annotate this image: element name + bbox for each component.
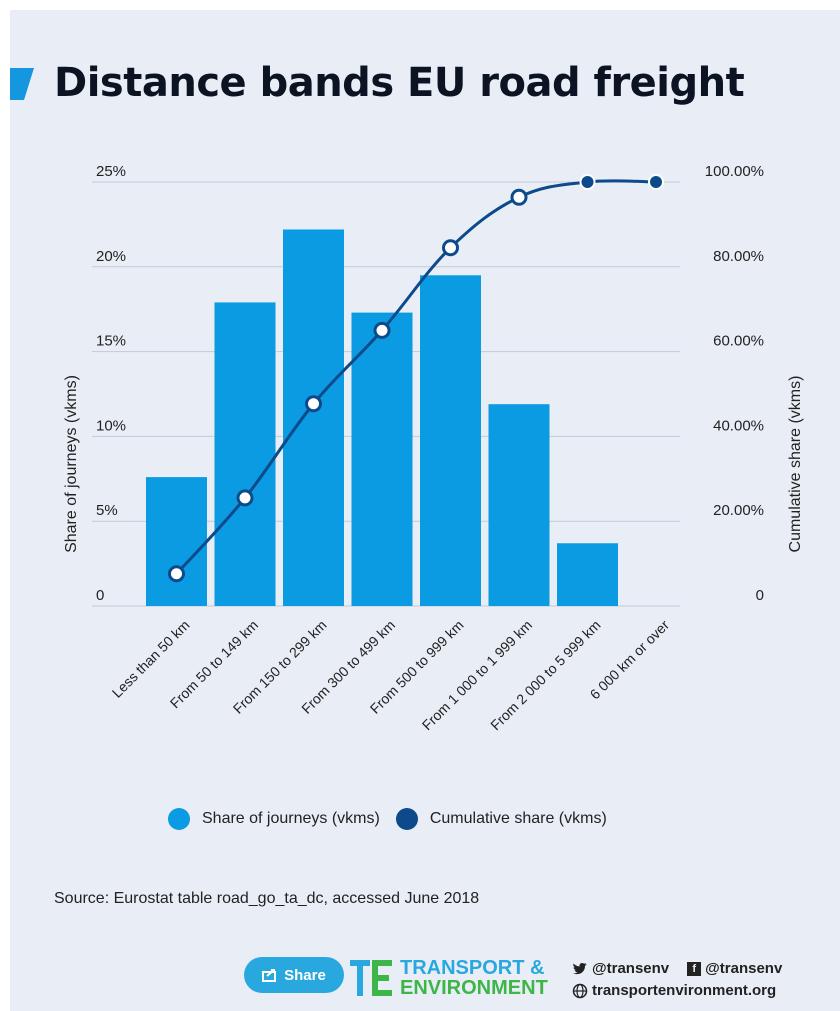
chart: 0 0 5% 20.00% 10% 40.00% 15% 60.00% 20% 80.00% 25%… (63, 163, 804, 734)
page-title: Distance bands EU road freight (54, 60, 745, 106)
bar (557, 543, 618, 606)
legend-swatch-share (168, 808, 190, 830)
legend-swatch-cumulative (395, 808, 418, 830)
y-axis-title: Share of journeys (vkms) (63, 375, 80, 553)
y2-axis-title: Cumulative share (vkms) (787, 376, 804, 553)
cumulative-point (168, 565, 185, 583)
brand-line-1: TRANSPORT & (400, 957, 545, 979)
bars (146, 229, 618, 606)
x-tick-label: From 1 000 to 1 999 km (419, 617, 535, 733)
brand-wordmark: TRANSPORT & ENVIRONMENT (400, 958, 548, 998)
cumulative-point (510, 188, 528, 206)
legend-label-cumulative: Cumulative share (vkms) (429, 810, 607, 827)
legend: Share of journeys (vkms) Cumulative shar… (168, 808, 623, 830)
facebook-handle[interactable]: @transenv (705, 960, 783, 977)
y-tick-label: 0 (96, 587, 104, 604)
y2-tick-label: 20.00% (713, 502, 764, 519)
source-note: Source: Eurostat table road_go_ta_dc, ac… (54, 890, 480, 907)
y2-tick-label: 80.00% (713, 248, 764, 265)
y-tick-label: 20% (96, 248, 126, 265)
y2-tick-label: 40.00% (713, 417, 764, 434)
bar (146, 477, 207, 606)
y2-tick-label: 60.00% (713, 333, 764, 350)
bar (351, 312, 413, 606)
axis-ticks: 0 0 5% 20.00% 10% 40.00% 15% 60.00% 20% 80.00% 25%… (96, 163, 764, 604)
cumulative-point (305, 395, 322, 413)
bar (488, 404, 550, 606)
y2-tick-label: 100.00% (705, 163, 764, 180)
cumulative-point (373, 321, 391, 339)
social-row-1: @transenv f @transenv (572, 958, 782, 980)
facebook-icon[interactable]: f (687, 962, 702, 976)
legend-item-cumulative: Cumulative share (vkms) (395, 808, 607, 830)
title-marker-icon (10, 68, 34, 100)
share-label: Share (284, 966, 326, 984)
y-tick-label: 15% (96, 333, 126, 350)
globe-icon (572, 983, 588, 999)
share-button[interactable]: Share (244, 957, 344, 993)
y2-tick-label: 0 (756, 587, 764, 604)
legend-label-share: Share of journeys (vkms) (202, 810, 380, 827)
twitter-handle[interactable]: @transenv (592, 960, 670, 977)
share-icon (262, 969, 277, 982)
website-link[interactable]: transportenvironment.org (592, 982, 777, 999)
y-tick-label: 5% (96, 502, 118, 519)
social-links: @transenv f @transenv transportenvironme… (572, 958, 782, 1002)
social-row-2: transportenvironment.org (572, 980, 782, 1002)
te-logo-icon (350, 960, 392, 996)
cumulative-point (442, 239, 459, 257)
y-tick-label: 10% (96, 417, 126, 434)
bar (283, 229, 344, 606)
cumulative-line (168, 174, 664, 583)
legend-item-share: Share of journeys (vkms) (168, 808, 380, 830)
twitter-icon[interactable] (572, 962, 588, 976)
brand-line-2: ENVIRONMENT (400, 977, 548, 999)
x-tick-label: From 2 000 to 5 999 km (487, 617, 603, 733)
bar (420, 275, 481, 606)
cumulative-point (579, 174, 596, 190)
cumulative-point (648, 174, 664, 190)
bar (214, 302, 276, 606)
y-tick-label: 25% (96, 163, 126, 180)
cumulative-point (236, 489, 254, 507)
